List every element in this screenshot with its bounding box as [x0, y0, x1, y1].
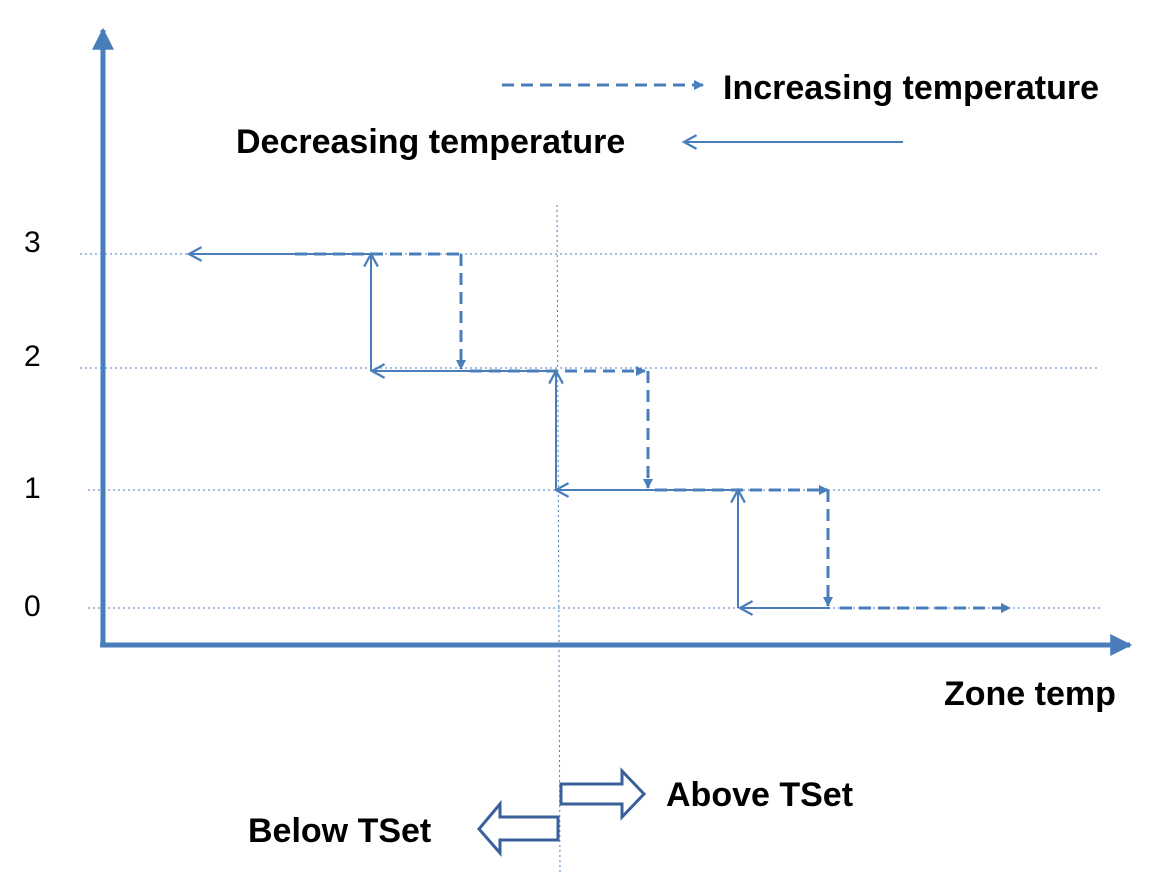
level-label-1: 1 [24, 472, 41, 505]
level-label-2: 2 [24, 340, 41, 373]
legend-increasing-label: Increasing temperature [723, 69, 1099, 107]
decreasing-path [189, 254, 830, 608]
below-tset-arrow [477, 799, 560, 857]
increasing-path [295, 252, 1011, 613]
level-gridlines [80, 253, 1100, 609]
x-axis-label: Zone temp [944, 675, 1116, 713]
below-tset-label: Below TSet [248, 812, 431, 850]
setpoint-line [556, 204, 561, 873]
above-tset-arrow [559, 767, 647, 821]
level-label-0: 0 [24, 590, 41, 623]
legend-decreasing-label: Decreasing temperature [236, 123, 625, 161]
above-tset-label: Above TSet [666, 776, 853, 814]
level-label-3: 3 [24, 226, 41, 259]
